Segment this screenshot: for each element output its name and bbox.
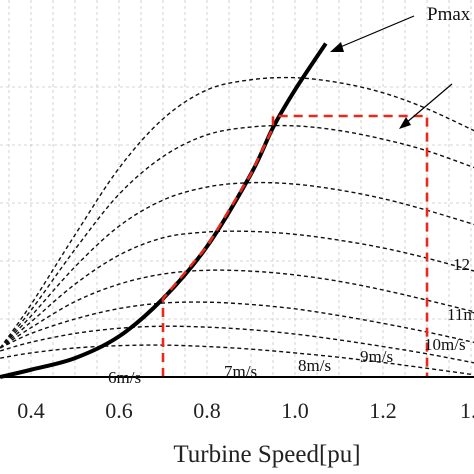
speed-label-6: 6m/s: [108, 368, 141, 387]
speed-label-11: 11m: [447, 305, 474, 324]
series-line-pmax: [0, 42, 328, 379]
speed-label-7: 7m/s: [224, 362, 257, 381]
series-layer: [0, 42, 474, 379]
series-line-power-curve: [0, 325, 474, 364]
x-tick-label: 1.0: [281, 398, 309, 423]
grid-lines: [0, 0, 474, 377]
series-line-power-curve: [0, 301, 474, 349]
series-line-power-curve: [0, 344, 474, 376]
curve-arrow: [405, 83, 453, 124]
x-tick-label: 1.2: [369, 398, 397, 423]
series-line-power-curve: [0, 269, 474, 349]
x-tick-label: 1.4: [460, 398, 474, 423]
speed-label-10: 10m/s: [424, 335, 466, 354]
x-axis-label: Turbine Speed[pu]: [173, 441, 360, 468]
series-line-operating-path: [161, 114, 429, 377]
speed-label-9: 9m/s: [360, 347, 393, 366]
speed-label-12: 12: [453, 255, 470, 274]
annotations: Pmax 12 11m 10m/s 9m/s 8m/s 7m/s 6m/s: [108, 4, 474, 387]
x-tick-label: 0.8: [193, 398, 221, 423]
x-tick-labels: 0.4 0.6 0.8 1.0 1.2 1.4: [17, 398, 474, 423]
x-tick-label: 0.6: [105, 398, 133, 423]
pmax-label: Pmax: [427, 4, 471, 25]
speed-label-8: 8m/s: [298, 356, 331, 375]
series-line-power-curve: [0, 124, 474, 349]
pmax-arrowhead: [330, 42, 344, 52]
series-line-power-curve: [0, 76, 474, 349]
pmax-arrow: [337, 15, 415, 49]
series-line-power-curve: [0, 181, 474, 349]
curve-arrowhead: [399, 117, 411, 129]
series-line-power-curve: [0, 230, 474, 349]
x-tick-label: 0.4: [17, 398, 45, 423]
